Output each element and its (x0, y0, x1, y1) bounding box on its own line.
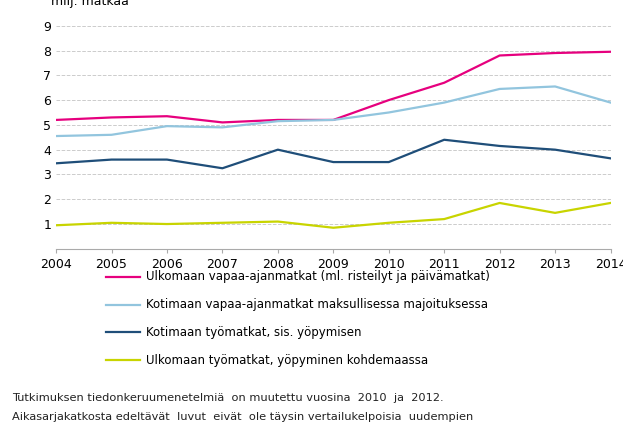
Text: milj. matkaa: milj. matkaa (50, 0, 128, 8)
Text: Aikasarjakatkosta edeltävät  luvut  eivät  ole täysin vertailukelpoisia  uudempi: Aikasarjakatkosta edeltävät luvut eivät … (12, 412, 473, 422)
Text: Ulkomaan työmatkat, yöpyminen kohdemaassa: Ulkomaan työmatkat, yöpyminen kohdemaass… (146, 354, 429, 367)
Text: Ulkomaan vapaa-ajanmatkat (ml. risteilyt ja päivämatkat): Ulkomaan vapaa-ajanmatkat (ml. risteilyt… (146, 270, 490, 283)
Text: Kotimaan työmatkat, sis. yöpymisen: Kotimaan työmatkat, sis. yöpymisen (146, 326, 362, 339)
Text: Kotimaan vapaa-ajanmatkat maksullisessa majoituksessa: Kotimaan vapaa-ajanmatkat maksullisessa … (146, 298, 488, 311)
Text: Tutkimuksen tiedonkeruumenetelmiä  on muutettu vuosina  2010  ja  2012.: Tutkimuksen tiedonkeruumenetelmiä on muu… (12, 393, 444, 402)
